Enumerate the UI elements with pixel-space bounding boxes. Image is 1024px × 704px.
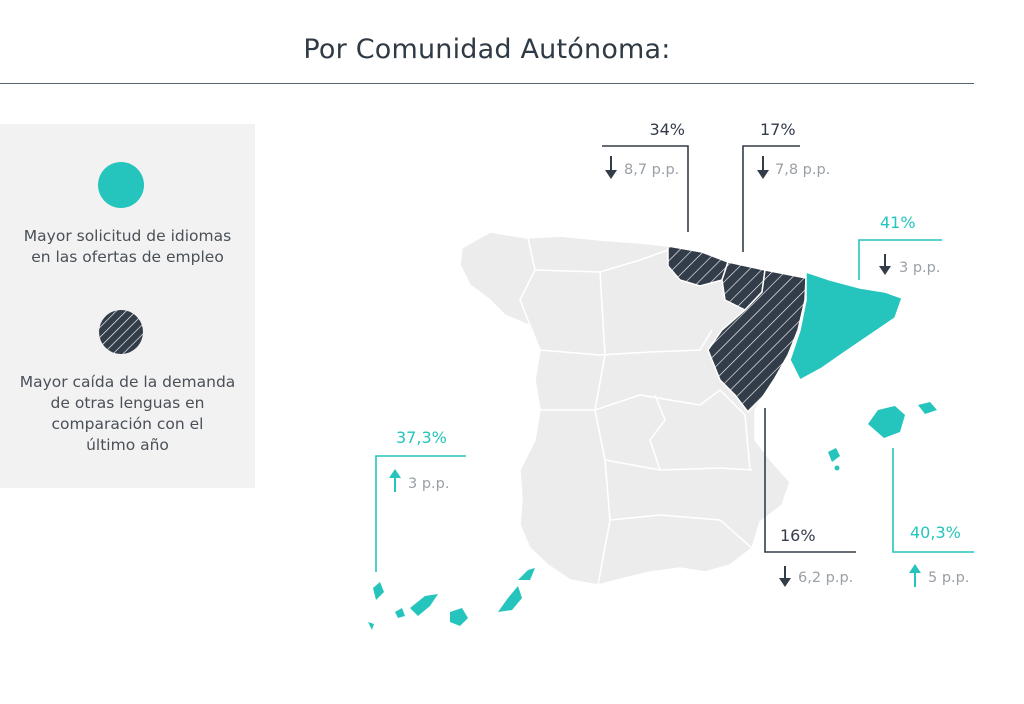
callout-change-baleares: 5 p.p. <box>928 570 969 586</box>
page-title: Por Comunidad Autónoma: <box>303 34 671 65</box>
callout-change-canarias: 3 p.p. <box>408 476 449 492</box>
leader-canarias <box>375 455 466 572</box>
leader-aragon <box>764 408 856 553</box>
region-aragon <box>707 269 807 414</box>
arrow-down-icon <box>879 254 891 275</box>
callout-value-baleares: 40,3% <box>910 523 961 542</box>
legend-item-decline-label: Mayor caída de la demanda de otras lengu… <box>6 372 249 456</box>
legend-item-demand-label: Mayor solicitud de idiomas en las oferta… <box>6 226 249 268</box>
leader-cataluna <box>858 239 942 280</box>
legend-line: último año <box>86 436 169 454</box>
region-borders <box>519 237 753 586</box>
leader-baleares <box>892 448 974 553</box>
callout-value-navarra: 17% <box>760 120 796 139</box>
arrow-down-icon <box>757 156 769 179</box>
title-divider <box>0 83 974 84</box>
legend-line: en las ofertas de empleo <box>31 248 224 266</box>
legend-hatched-swatch <box>98 309 144 355</box>
callout-value-aragon: 16% <box>780 526 816 545</box>
arrow-down-icon <box>779 566 791 587</box>
legend-teal-swatch <box>98 162 144 208</box>
region-baleares <box>828 402 937 471</box>
legend-line: comparación con el <box>51 415 204 433</box>
leader-pais-vasco <box>602 145 689 232</box>
legend-line: de otras lenguas en <box>50 394 205 412</box>
legend-line: Mayor caída de la demanda <box>19 373 236 391</box>
region-canarias <box>368 568 535 630</box>
callout-value-canarias: 37,3% <box>396 428 447 447</box>
callout-change-aragon: 6,2 p.p. <box>798 570 853 586</box>
arrow-up-icon <box>389 469 401 492</box>
leader-navarra <box>742 145 800 252</box>
arrow-up-icon <box>909 564 921 587</box>
region-cataluna <box>789 270 903 382</box>
region-pais-vasco <box>667 245 729 287</box>
legend-panel: Mayor solicitud de idiomas en las oferta… <box>0 124 255 488</box>
callout-change-navarra: 7,8 p.p. <box>775 162 830 178</box>
arrow-down-icon <box>605 156 617 179</box>
callout-change-cataluna: 3 p.p. <box>899 260 940 276</box>
callout-value-cataluna: 41% <box>880 213 916 232</box>
callout-value-pais-vasco: 34% <box>649 120 685 139</box>
callout-change-pais-vasco: 8,7 p.p. <box>624 162 679 178</box>
legend-line: Mayor solicitud de idiomas <box>23 227 232 245</box>
